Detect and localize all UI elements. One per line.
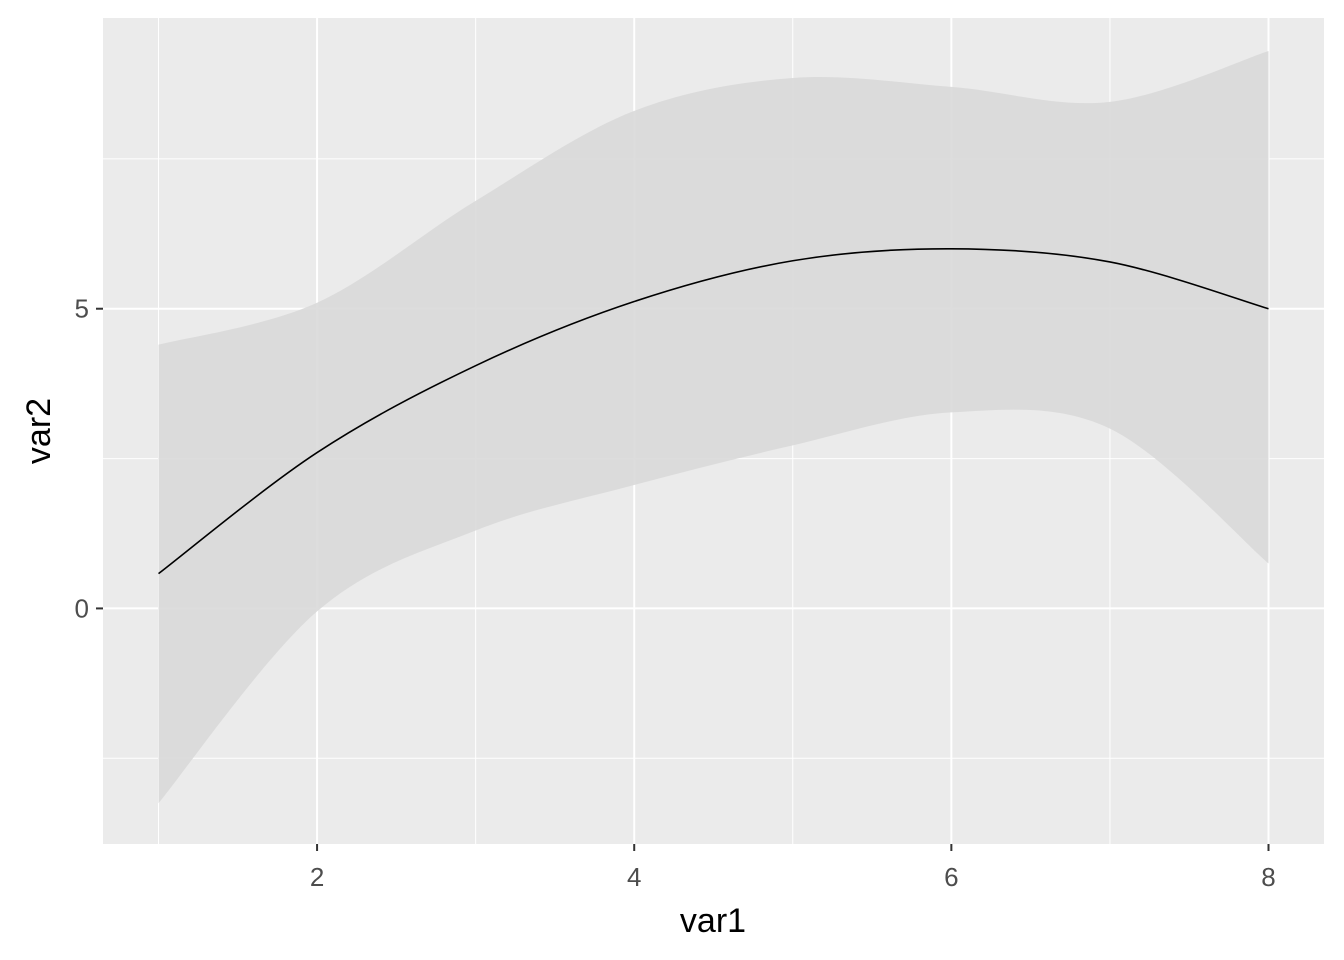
x-tick-label: 8 [1261, 862, 1275, 892]
y-axis-title: var2 [20, 398, 58, 464]
y-axis: 05 [75, 294, 103, 623]
x-axis-title: var1 [680, 902, 746, 940]
x-tick-label: 6 [944, 862, 958, 892]
x-tick-label: 4 [627, 862, 641, 892]
x-axis: 2 4 6 8 [310, 844, 1276, 892]
y-tick-label: 0 [75, 593, 89, 623]
confidence-ribbon [158, 50, 1269, 804]
y-tick-label: 5 [75, 294, 89, 324]
x-tick-label: 2 [310, 862, 324, 892]
series-line [158, 247, 1269, 575]
